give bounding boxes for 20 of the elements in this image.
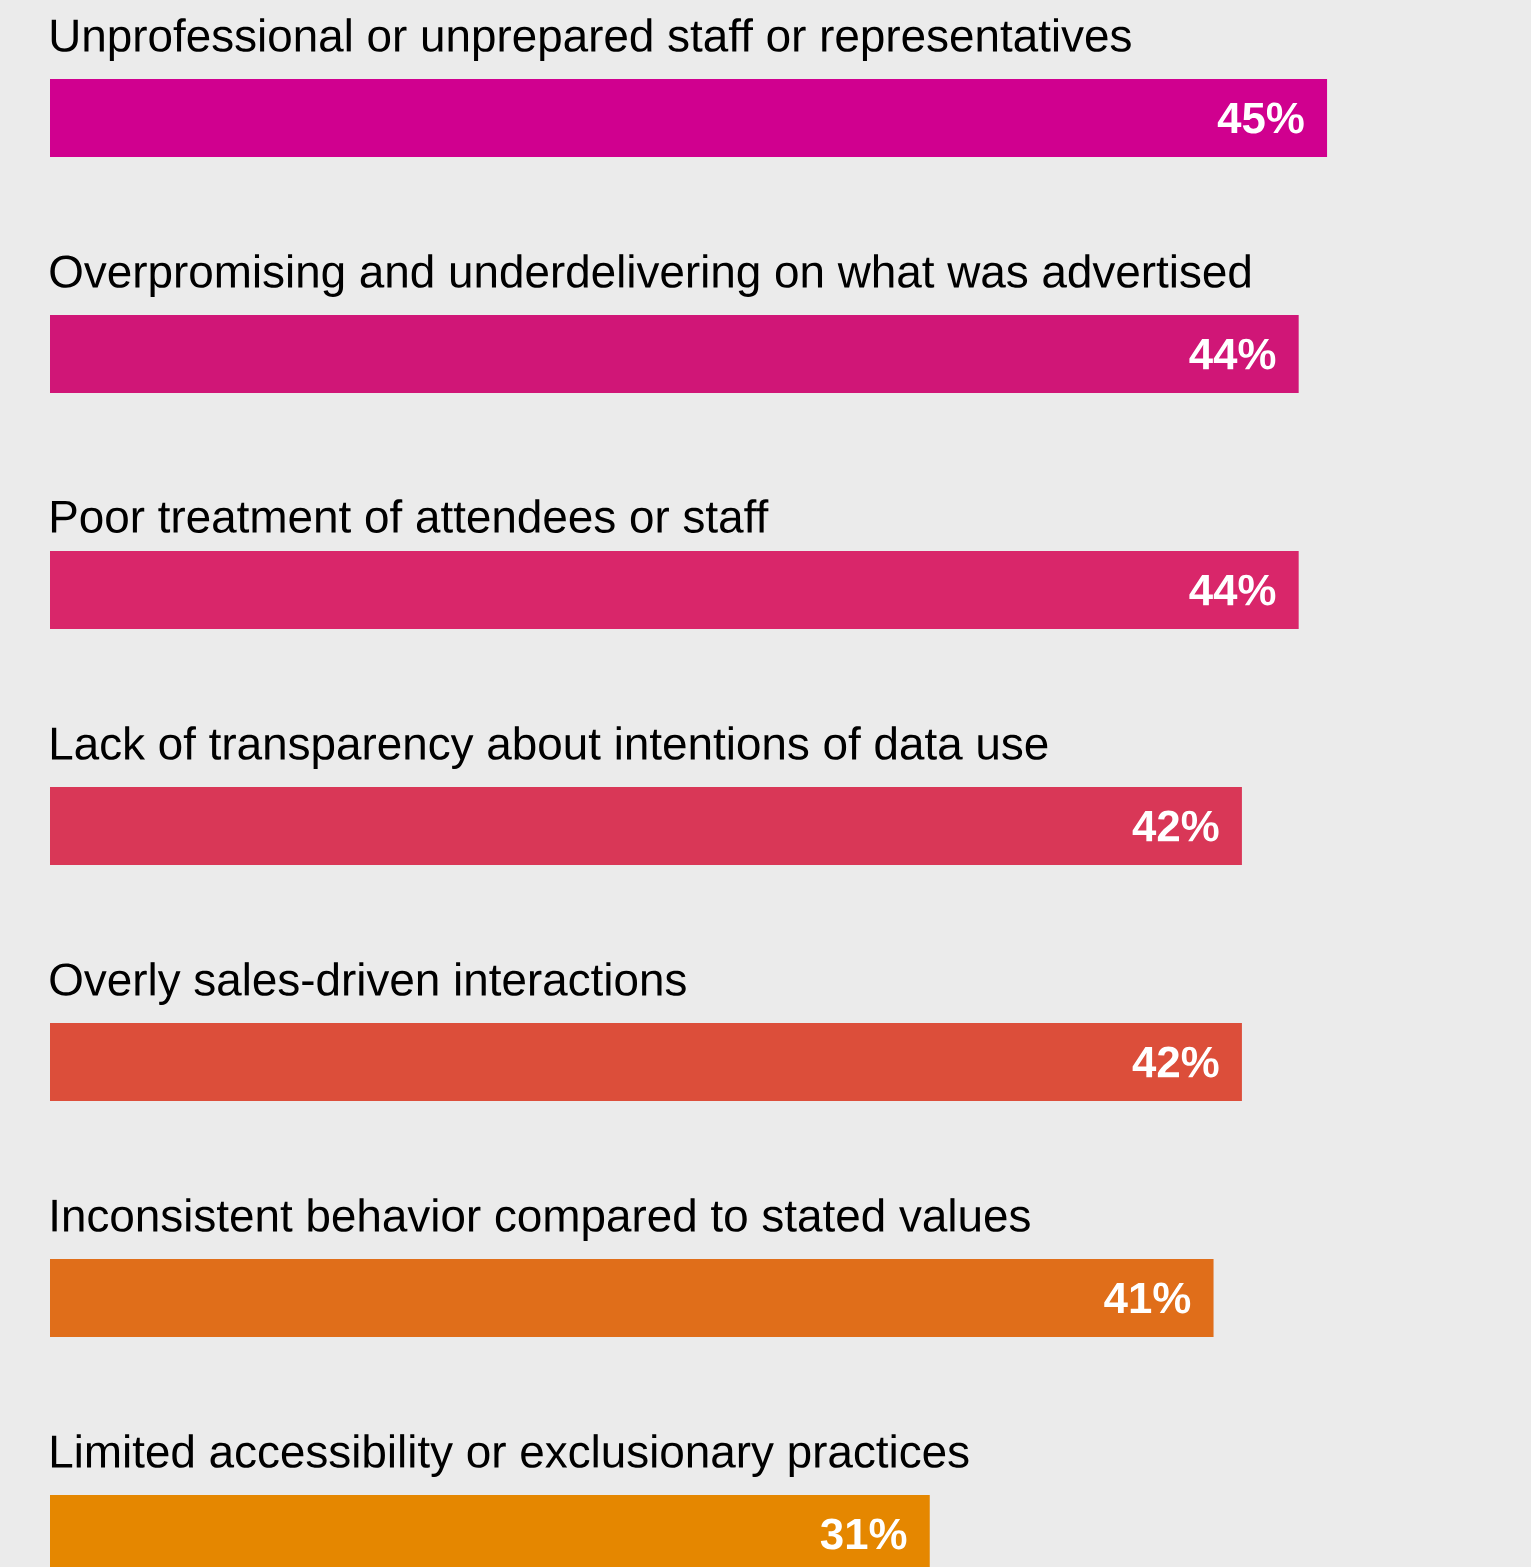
y-tick-label: Overpromising and underdelivering on what was advertised (50, 254, 1250, 297)
bar (50, 551, 1299, 629)
bar (50, 787, 1242, 865)
y-tick-label: Limited accessibility or exclusionary practices (51, 1434, 969, 1477)
y-tick-label: Inconsistent behavior compared to stated values (52, 1198, 1030, 1241)
bar (50, 315, 1299, 393)
y-tick-label: Poor treatment of attendees or staff (51, 499, 769, 533)
bar (50, 1259, 1214, 1337)
data-label: 41% (1104, 1282, 1191, 1314)
data-label: 45% (1217, 102, 1304, 134)
y-tick-label: Lack of transparency about intentions of data use (51, 726, 1048, 769)
data-label: 42% (1132, 810, 1219, 842)
y-tick-label: Unprofessional or unprepared staff or representatives (51, 18, 1131, 61)
data-label: 44% (1189, 574, 1276, 606)
data-label: 44% (1189, 338, 1276, 370)
bar (50, 79, 1328, 157)
bar (50, 1023, 1242, 1101)
data-label: 42% (1132, 1046, 1219, 1078)
y-tick-label: Overly sales-driven interactions (50, 962, 686, 1005)
data-label: 31% (820, 1518, 907, 1550)
